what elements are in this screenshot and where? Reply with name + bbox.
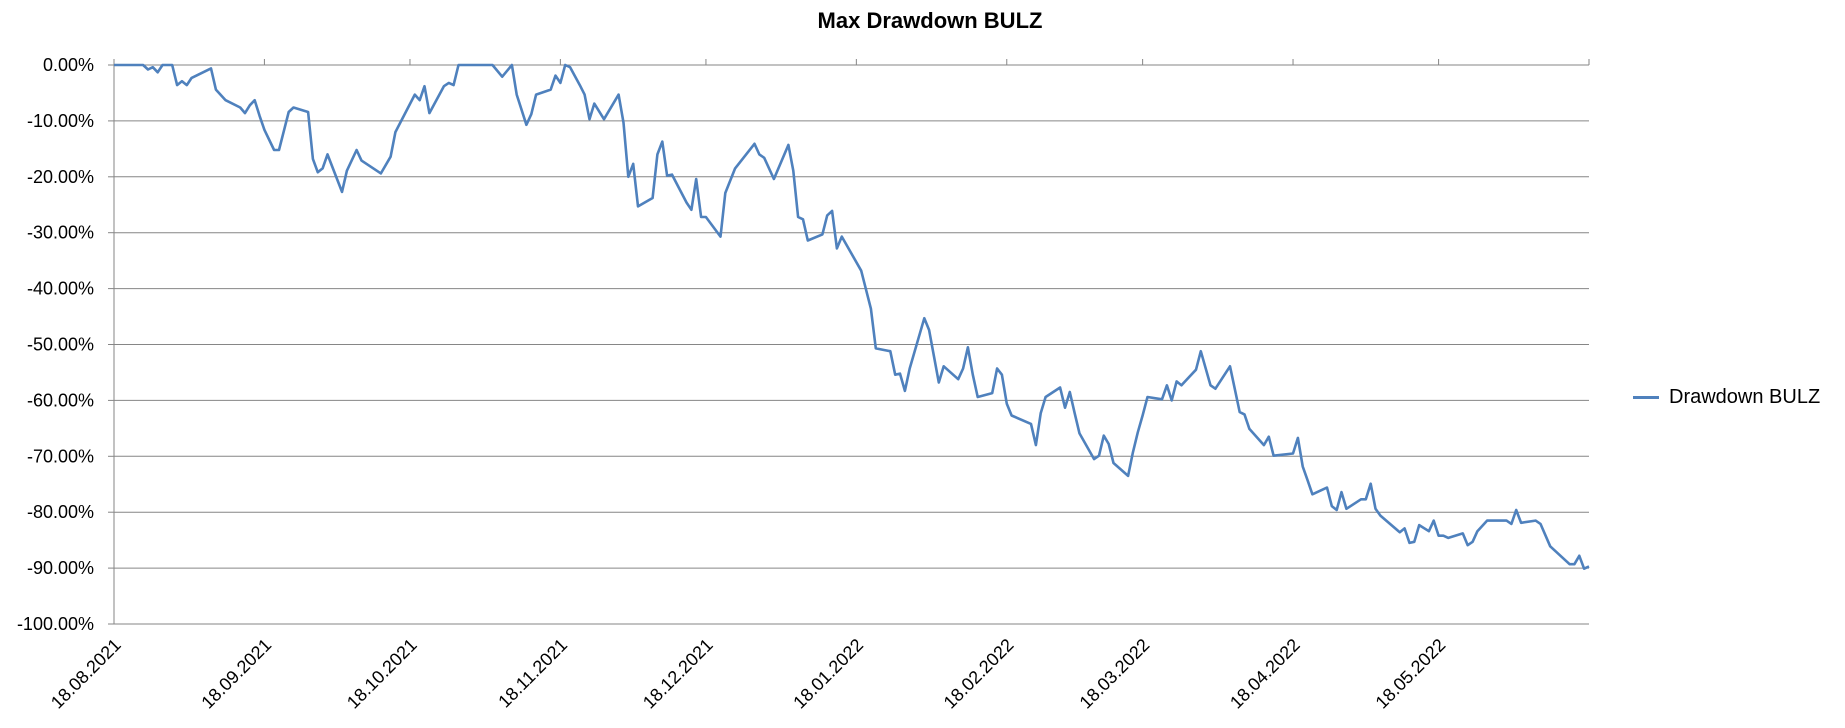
y-axis: 0.00% -10.00% -20.00% -30.00% -40.00% -50.00%… (17, 55, 115, 634)
y-tick-label: -30.00% (27, 223, 94, 243)
y-tick-label: -60.00% (27, 390, 94, 410)
y-tick-label: -80.00% (27, 502, 94, 522)
x-tick-label: 18.03.2022 (1076, 635, 1154, 713)
legend-swatch (1633, 396, 1659, 399)
y-tick-label: -90.00% (27, 558, 94, 578)
y-tick-label: -20.00% (27, 167, 94, 187)
x-tick-label: 18.11.2021 (494, 635, 571, 712)
y-tick-label: -50.00% (27, 335, 94, 355)
legend-label: Drawdown BULZ (1669, 386, 1821, 408)
x-tick-label: 18.10.2021 (343, 635, 421, 713)
y-tick-label: -10.00% (27, 111, 94, 131)
chart-title: Max Drawdown BULZ (817, 8, 1043, 33)
x-tick-label: 18.12.2021 (639, 635, 717, 713)
x-tick-label: 18.08.2021 (47, 635, 125, 713)
x-tick-label: 18.04.2022 (1226, 635, 1304, 713)
series-lines (114, 63, 1590, 571)
x-tick-label: 18.09.2021 (197, 635, 275, 713)
gridlines (114, 64, 1589, 625)
y-tick-label: -100.00% (17, 614, 94, 634)
series-line-drawdown-bulz (114, 63, 1590, 571)
x-tick-label: 18.01.2022 (789, 635, 867, 713)
x-axis: 18.08.2021 18.09.2021 18.10.2021 18.11.2021… (47, 59, 1590, 713)
x-tick-label: 18.05.2022 (1372, 635, 1450, 713)
y-tick-label: -70.00% (27, 446, 94, 466)
y-tick-label: -40.00% (27, 279, 94, 299)
y-tick-label: 0.00% (43, 55, 94, 75)
x-tick-label: 18.02.2022 (940, 635, 1018, 713)
legend: Drawdown BULZ (1633, 386, 1820, 409)
